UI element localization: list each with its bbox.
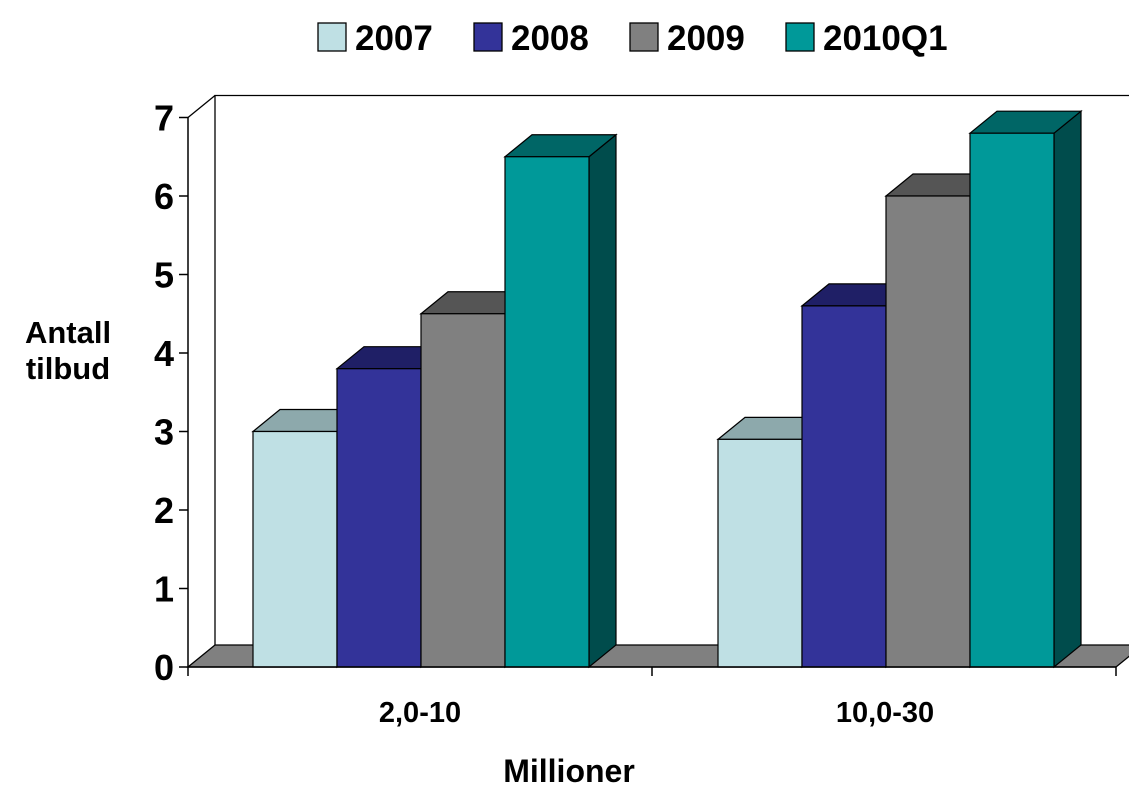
axes: 0 1 2 3 4 5 6 7 2,0-10 10,0-30 [154,98,1117,729]
legend: 2007 2008 2009 2010Q1 [317,19,948,58]
legend-item-2010q1: 2010Q1 [785,19,948,58]
y-axis-title-line: Antall [25,315,111,350]
bar-front-face [252,430,338,668]
legend-item-2007: 2007 [317,19,433,58]
bar-front-face [717,438,803,668]
legend-item-2009: 2009 [629,19,745,58]
legend-swatch [629,22,659,52]
bar-side-face [1053,109,1082,669]
x-tick-label: 10,0-30 [836,697,934,729]
y-axis-title-line: tilbud [26,351,110,386]
y-tick-label: 6 [154,176,174,217]
y-tick-label: 1 [154,569,174,610]
bar-front-face [801,305,887,668]
y-tick-label: 3 [154,412,174,453]
bars [251,109,1083,669]
bar-front-face [420,313,506,668]
legend-label: 2007 [355,19,433,58]
legend-item-2008: 2008 [473,19,589,58]
x-axis-title: Millioner [503,753,635,785]
legend-swatch [317,22,347,52]
y-tick-label: 2 [154,490,174,531]
bar-2010q1-10-0-30 [968,109,1083,669]
legend-label: 2009 [667,19,745,58]
y-tick-label: 7 [154,98,174,139]
bar-front-face [336,368,422,668]
legend-label: 2008 [511,19,589,58]
chart-walls [187,94,1129,645]
bar-front-face [969,132,1055,668]
bar-front-face [885,195,971,668]
y-tick-label: 0 [154,647,174,688]
legend-label: 2010Q1 [823,19,948,58]
bar-front-face [504,156,590,668]
bar-2010q1-2-0-10 [503,133,618,669]
legend-swatch [473,22,503,52]
wall-top-edge [187,94,216,119]
legend-swatch [785,22,815,52]
y-tick-label: 4 [154,333,174,374]
x-tick-label: 2,0-10 [379,697,461,729]
y-tick-label: 5 [154,255,174,296]
bar-side-face [588,133,617,669]
